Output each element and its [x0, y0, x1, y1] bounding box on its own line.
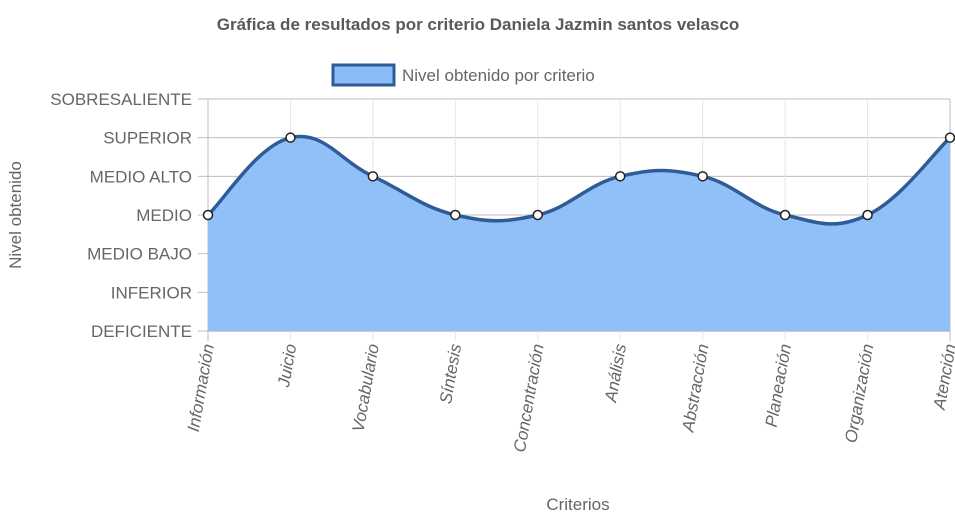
data-points — [202, 132, 955, 221]
x-tick-label: Información — [184, 342, 218, 433]
x-axis-ticks: Información Juicio Vocabulario Síntesis Conc… — [184, 342, 955, 454]
x-tick-label: Análisis — [601, 342, 630, 404]
data-point-6[interactable] — [697, 171, 708, 182]
y-tick-label: MEDIO ALTO — [90, 167, 192, 186]
y-tick-label: MEDIO — [136, 206, 192, 225]
data-point-0[interactable] — [202, 209, 214, 221]
chart-title: Gráfica de resultados por criterio Danie… — [217, 15, 739, 34]
x-tick-label: Juicio — [274, 342, 300, 389]
x-tick-label: Concentración — [510, 342, 548, 453]
y-tick-label: SOBRESALIENTE — [50, 90, 192, 109]
data-point-8[interactable] — [862, 209, 873, 221]
y-tick-label: MEDIO BAJO — [87, 245, 192, 264]
x-tick-label: Síntesis — [436, 342, 465, 405]
x-tick-label: Abstracción — [678, 342, 712, 434]
y-tick-label: INFERIOR — [111, 283, 192, 302]
x-axis-title: Criterios — [546, 495, 609, 514]
x-tick-label: Planeación — [762, 342, 795, 428]
data-point-4[interactable] — [532, 209, 544, 221]
data-point-1[interactable] — [285, 132, 296, 143]
data-point-3[interactable] — [450, 209, 461, 221]
x-tick-label: Vocabulario — [349, 342, 383, 433]
data-point-9[interactable] — [944, 132, 955, 143]
legend-label: Nivel obtenido por criterio — [402, 66, 595, 85]
x-tick-label: Atención — [930, 342, 955, 411]
data-point-7[interactable] — [779, 209, 791, 221]
y-axis-ticks: DEFICIENTE INFERIOR MEDIO BAJO MEDIO MEDIO A… — [50, 90, 192, 341]
x-tick-label: Organización — [841, 342, 877, 444]
y-tick-label: DEFICIENTE — [91, 322, 192, 341]
area-series — [206, 134, 952, 331]
series-line — [206, 134, 952, 226]
data-point-2[interactable] — [367, 171, 379, 182]
y-axis-title: Nivel obtenido — [6, 161, 25, 269]
area-fill — [208, 136, 950, 331]
legend-swatch — [331, 63, 396, 87]
legend[interactable]: Nivel obtenido por criterio — [331, 63, 595, 87]
data-point-5[interactable] — [614, 171, 626, 182]
y-tick-label: SUPERIOR — [103, 129, 192, 148]
